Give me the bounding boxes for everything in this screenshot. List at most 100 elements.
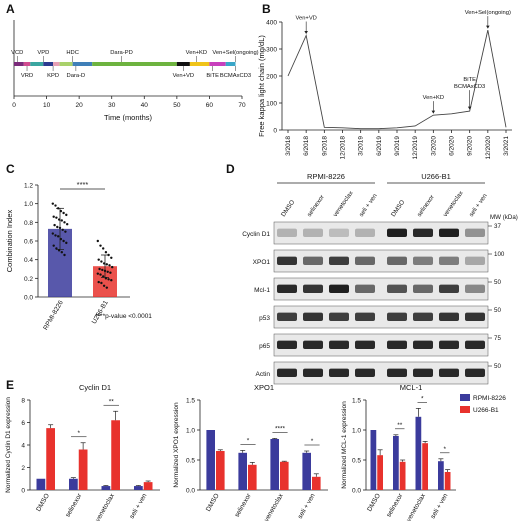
- legend-swatch: [460, 406, 470, 413]
- timeline-segment: [209, 62, 226, 66]
- x-tick-label: DMSO: [35, 493, 51, 513]
- blot-band: [387, 368, 407, 377]
- timeline-segment: [30, 62, 44, 66]
- data-point: [97, 280, 100, 284]
- blot-band: [413, 368, 433, 377]
- blot-band: [439, 340, 459, 349]
- x-tick-label: DMSO: [366, 493, 382, 513]
- bar: [216, 451, 225, 490]
- y-tick-label: 0.2: [24, 276, 33, 283]
- data-point: [52, 215, 55, 218]
- x-tick-label: 30: [108, 102, 116, 109]
- treatment-label: VCD: [11, 50, 23, 56]
- timeline-segment: [72, 62, 93, 66]
- treatment-label: VPD: [37, 50, 49, 56]
- timeline-segment: [53, 62, 60, 66]
- y-tick-label: 1.5: [352, 398, 361, 405]
- x-tick-label: venetoclax: [405, 492, 427, 523]
- blot-band: [439, 368, 459, 377]
- mcl1-chart: MCL-1 0.0 0.5 1.0 1.5 Normalized MCL-1 expres…: [341, 383, 506, 523]
- blot-band: [439, 228, 459, 237]
- x-tick-label: 0: [12, 102, 16, 109]
- treatment-label: Ven+Sel(ongoing): [212, 50, 258, 56]
- bar: [270, 439, 279, 490]
- y-tick-label: 400: [266, 20, 277, 27]
- data-point: [58, 226, 62, 230]
- data-point: [99, 273, 102, 276]
- data-point: [57, 249, 61, 252]
- x-tick-label: 20: [76, 102, 84, 109]
- significance-label: **: [109, 398, 115, 405]
- blot-band: [439, 284, 459, 293]
- data-point: [104, 277, 108, 280]
- blot-band: [465, 256, 485, 265]
- panel-letter-a: A: [6, 2, 15, 16]
- p-value-footnote: ****p-value <0.0001: [95, 313, 152, 320]
- data-point: [65, 241, 68, 245]
- y-tick-label: 300: [266, 47, 277, 54]
- data-point: [99, 244, 102, 247]
- blot-band: [303, 368, 323, 377]
- blot-strip: [273, 249, 489, 273]
- data-point: [51, 202, 54, 205]
- blot-band: [329, 312, 349, 321]
- data-point: [52, 244, 55, 247]
- blot-band: [277, 312, 297, 321]
- x-tick-label: selinexor: [64, 492, 83, 519]
- x-tick-label: 70: [238, 102, 246, 109]
- data-point: [59, 237, 63, 241]
- legend-label: RPMI-8226: [473, 395, 506, 402]
- x-tick-label: 3/2020: [430, 136, 437, 156]
- data-point: [51, 232, 54, 235]
- lane-label: DMSO: [280, 199, 296, 218]
- data-point: [66, 223, 69, 226]
- blot-group-label: RPMI-8226: [307, 172, 345, 181]
- x-tick-label: 12/2019: [412, 136, 419, 160]
- significance-label: **: [397, 422, 403, 429]
- data-point: [109, 271, 112, 274]
- chart-title: XPO1: [254, 383, 274, 392]
- y-axis-title: Combination Index: [5, 209, 14, 272]
- blot-band: [329, 228, 349, 237]
- treatment-label: Ven+VD: [173, 73, 194, 79]
- data-point: [57, 218, 61, 221]
- blot-band: [387, 284, 407, 293]
- blot-row-label: Mcl-1: [254, 287, 270, 294]
- data-point: [63, 221, 66, 224]
- x-tick-label: 6/2018: [303, 136, 310, 156]
- blot-band: [277, 368, 297, 377]
- blot-band: [355, 284, 375, 293]
- timeline-segment: [92, 62, 177, 66]
- x-tick-label: DMSO: [205, 493, 221, 513]
- annotation-label: Ven+KD: [423, 95, 444, 101]
- treatment-label: VRD: [21, 73, 33, 79]
- bar: [444, 472, 451, 490]
- data-point: [63, 253, 66, 257]
- mw-label: MW (kDa): [490, 214, 518, 221]
- timeline-segment: [225, 62, 236, 66]
- y-tick-label: 0.8: [24, 220, 33, 227]
- data-point: [100, 281, 103, 285]
- annotation-label: Ven+VD: [295, 16, 316, 22]
- mw-value: 50: [494, 307, 501, 314]
- treatment-label: Dara-D: [67, 73, 86, 79]
- y-tick-label: 1.0: [352, 428, 361, 435]
- blot-band: [303, 340, 323, 349]
- timeline-segment: [189, 62, 210, 66]
- x-tick-label: 50: [173, 102, 181, 109]
- significance-label: *: [421, 395, 424, 402]
- blot-band: [465, 312, 485, 321]
- treatment-label: HDC: [66, 50, 79, 56]
- y-tick-label: 1.0: [186, 428, 195, 435]
- data-point: [97, 258, 100, 261]
- blot-band: [329, 256, 349, 265]
- lane-label: venetoclax: [332, 189, 355, 218]
- data-point: [96, 239, 100, 243]
- x-tick-label: venetoclax: [263, 492, 285, 523]
- bar: [46, 428, 55, 490]
- lane-label: venetoclax: [442, 189, 465, 218]
- blot-band: [387, 228, 407, 237]
- blot-strip: [273, 361, 489, 385]
- panel-letter-c: C: [6, 162, 15, 176]
- x-tick-label: 10: [43, 102, 51, 109]
